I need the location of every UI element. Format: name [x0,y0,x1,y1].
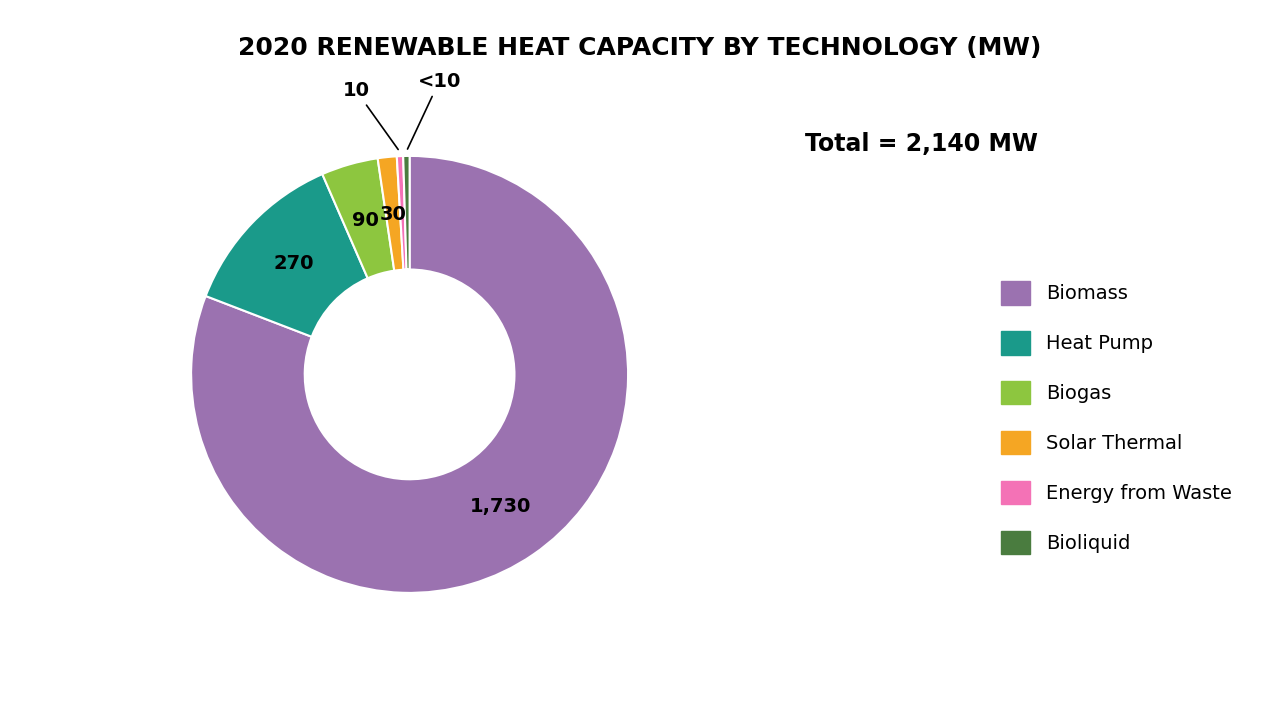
Wedge shape [378,156,403,271]
Text: 2020 RENEWABLE HEAT CAPACITY BY TECHNOLOGY (MW): 2020 RENEWABLE HEAT CAPACITY BY TECHNOLO… [238,36,1042,60]
Wedge shape [323,158,394,278]
Wedge shape [191,156,628,593]
Text: 10: 10 [343,81,398,150]
Text: 1,730: 1,730 [470,498,531,516]
Text: 30: 30 [380,205,407,224]
Text: 90: 90 [352,210,379,230]
Wedge shape [403,156,410,269]
Text: Total = 2,140 MW: Total = 2,140 MW [805,132,1038,156]
Text: 270: 270 [274,254,314,273]
Legend: Biomass, Heat Pump, Biogas, Solar Thermal, Energy from Waste, Bioliquid: Biomass, Heat Pump, Biogas, Solar Therma… [1001,281,1231,554]
Wedge shape [206,174,367,337]
Text: <10: <10 [407,72,461,149]
Wedge shape [397,156,407,270]
